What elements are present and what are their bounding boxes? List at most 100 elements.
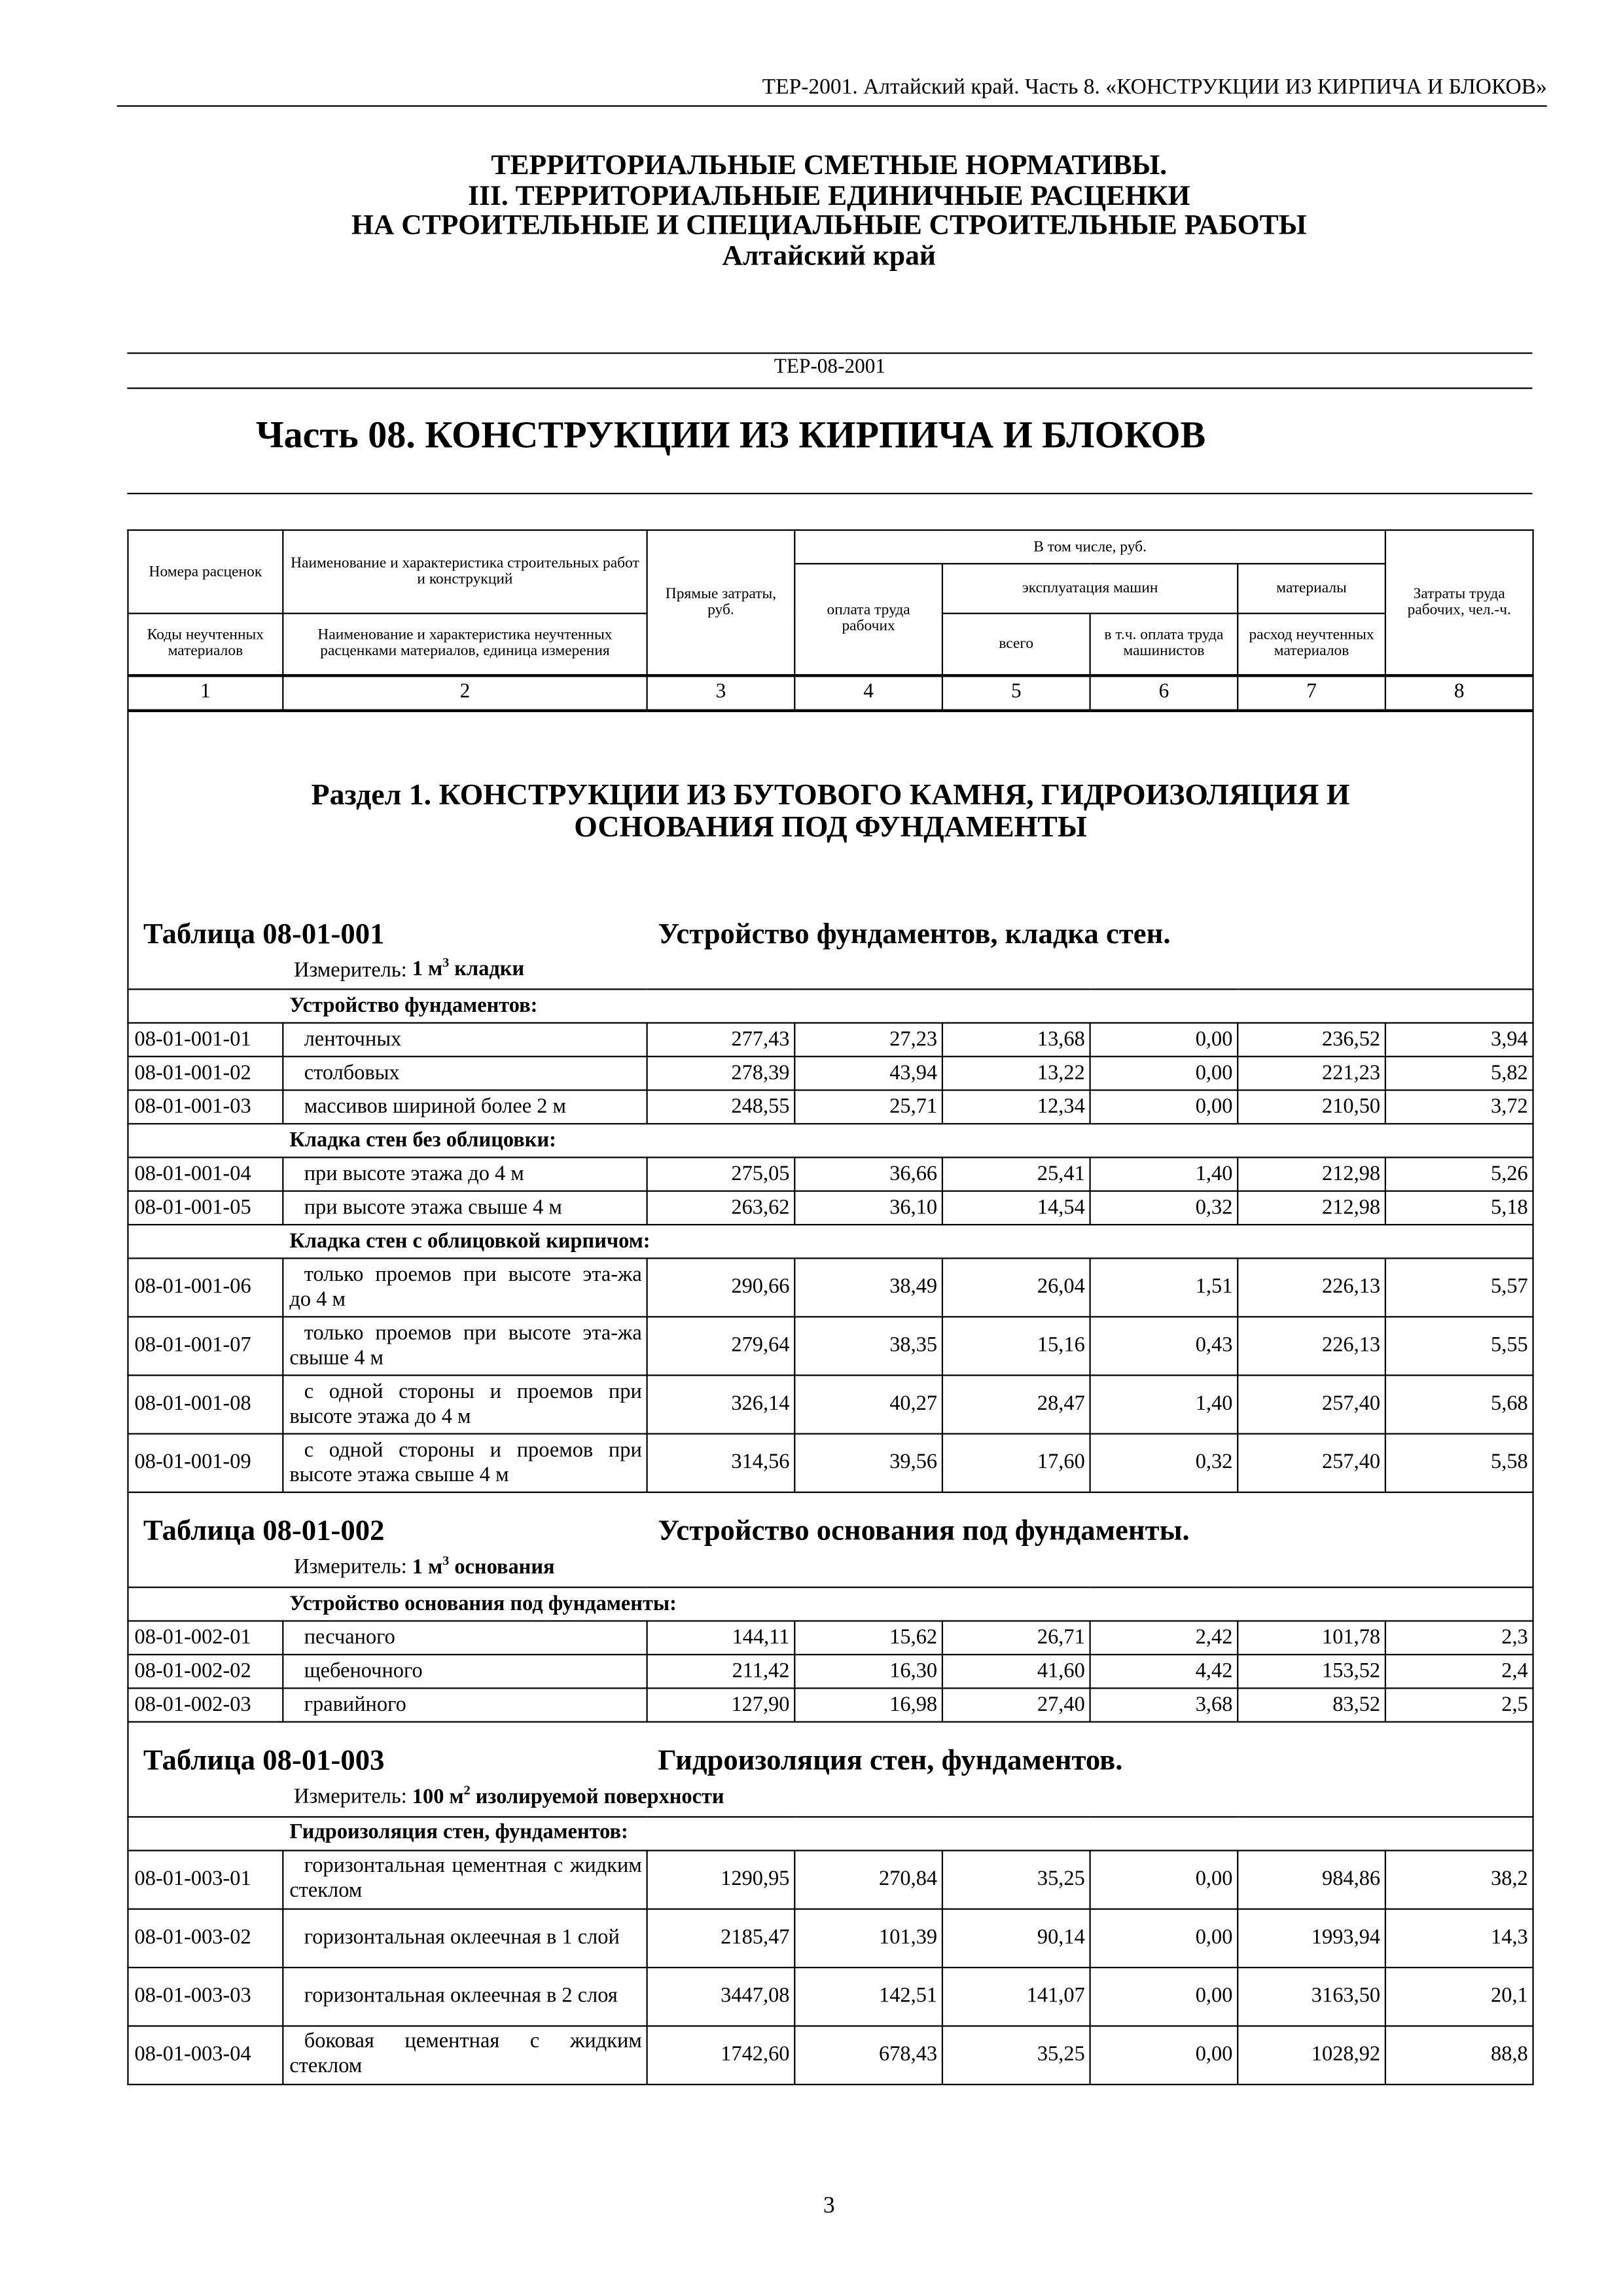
machinist-cost: 1,40 [1089, 1157, 1239, 1193]
work-description: гравийного [282, 1687, 648, 1723]
rate-code: 08-01-001-06 [127, 1258, 284, 1318]
meter-exponent: 2 [463, 1782, 471, 1798]
header-col2-bottom: Наименование и характеристика неучтенных… [282, 613, 648, 677]
labor-cost: 142,51 [794, 1966, 944, 2027]
work-description: при высоте этажа до 4 м [282, 1157, 648, 1193]
materials-cost: 226,13 [1237, 1258, 1387, 1318]
work-description: щебеночного [282, 1654, 648, 1689]
machinist-cost: 0,00 [1089, 1090, 1239, 1125]
materials-cost: 212,98 [1237, 1191, 1387, 1226]
materials-cost: 1028,92 [1237, 2025, 1387, 2085]
meter-value-text: 100 м [412, 1785, 464, 1809]
table-number: Таблица 08-01-001 [143, 917, 385, 950]
meter-unit: изолируемой поверхности [475, 1785, 724, 1809]
work-description: ленточных [282, 1022, 648, 1058]
machine-cost: 25,41 [941, 1157, 1091, 1193]
labor-hours: 14,3 [1384, 1908, 1534, 1969]
materials-cost: 226,13 [1237, 1316, 1387, 1377]
table-number: Таблица 08-01-002 [143, 1515, 385, 1548]
direct-cost: 263,62 [646, 1191, 796, 1226]
rate-code: 08-01-001-08 [127, 1374, 284, 1435]
materials-cost: 153,52 [1237, 1654, 1387, 1689]
table-heading: Таблица 08-01-002 Устройство основания по… [129, 1505, 1533, 1548]
header-divider [116, 105, 1547, 107]
direct-cost: 290,66 [646, 1258, 796, 1318]
materials-cost: 236,52 [1237, 1022, 1387, 1058]
header-col3: Прямые затраты, руб. [646, 529, 796, 677]
table-row: 08-01-001-01 ленточных 277,43 27,23 13,68 0,0… [127, 1022, 1534, 1058]
table-meter: Измеритель: 1 м3 основания [129, 1545, 1533, 1587]
group-heading: Гидроизоляция стен, фундаментов: [127, 1816, 1534, 1852]
machinist-cost: 0,00 [1089, 1966, 1239, 2027]
column-number: 5 [941, 673, 1091, 711]
header-materials: материалы [1237, 563, 1387, 615]
labor-cost: 38,35 [794, 1316, 944, 1377]
machinist-cost: 4,42 [1089, 1654, 1239, 1689]
direct-cost: 1742,60 [646, 2025, 796, 2085]
meter-exponent: 3 [442, 1553, 450, 1568]
table-title: Гидроизоляция стен, фундаментов. [658, 1744, 1123, 1777]
table-row: 08-01-001-06 только проемов при высоте эт… [127, 1258, 1534, 1318]
meter-value: 1 м3 кладки [412, 956, 524, 982]
header-col2-top: Наименование и характеристика строительн… [282, 529, 648, 615]
work-description: столбовых [282, 1056, 648, 1092]
labor-hours: 38,2 [1384, 1850, 1534, 1910]
machinist-cost: 1,40 [1089, 1374, 1239, 1435]
table-row: 08-01-001-05 при высоте этажа свыше 4 м 26… [127, 1191, 1534, 1226]
column-number: 3 [646, 673, 796, 711]
materials-cost: 257,40 [1237, 1374, 1387, 1435]
rate-code: 08-01-001-04 [127, 1157, 284, 1193]
direct-cost: 248,55 [646, 1090, 796, 1125]
header-col1-bottom: Коды неучтенных материалов [127, 613, 284, 677]
machine-cost: 90,14 [941, 1908, 1091, 1969]
title-line: ТЕРРИТОРИАЛЬНЫЕ СМЕТНЫЕ НОРМАТИВЫ. [491, 151, 1168, 182]
materials-cost: 210,50 [1237, 1090, 1387, 1125]
group-heading: Устройство основания под фундаменты: [127, 1587, 1534, 1623]
table-row: 08-01-003-02 горизонтальная оклеечная в 1… [127, 1908, 1534, 1969]
title-line: Алтайский край [722, 240, 936, 272]
labor-cost: 40,27 [794, 1374, 944, 1435]
table-row: 08-01-002-03 гравийного 127,90 16,98 27,40 3,… [127, 1687, 1534, 1723]
rate-code: 08-01-003-04 [127, 2025, 284, 2085]
materials-cost: 257,40 [1237, 1433, 1387, 1494]
rates-table: Номера расценок Наименование и характери… [127, 529, 1534, 2085]
work-description: горизонтальная оклеечная в 1 слой [282, 1908, 648, 1969]
labor-cost: 39,56 [794, 1433, 944, 1494]
table-row: 08-01-002-02 щебеночного 211,42 16,30 41,60 4… [127, 1654, 1534, 1689]
labor-hours: 2,3 [1384, 1620, 1534, 1656]
group-heading-row: Кладка стен с облицовкой кирпичом: [127, 1224, 1534, 1260]
doc-code: ТЕР-08-2001 [774, 357, 886, 379]
labor-cost: 15,62 [794, 1620, 944, 1656]
table-row: 08-01-003-03 горизонтальная оклеечная в 2… [127, 1966, 1534, 2027]
direct-cost: 127,90 [646, 1687, 796, 1723]
title-line: НА СТРОИТЕЛЬНЫЕ И СПЕЦИАЛЬНЫЕ СТРОИТЕЛЬН… [351, 210, 1307, 242]
column-number: 7 [1237, 673, 1387, 711]
machinist-cost: 3,68 [1089, 1687, 1239, 1723]
labor-hours: 2,4 [1384, 1654, 1534, 1689]
divider [127, 387, 1533, 389]
work-description: с одной стороны и проемов при высоте эта… [282, 1374, 648, 1435]
direct-cost: 2185,47 [646, 1908, 796, 1969]
work-description: с одной стороны и проемов при высоте эта… [282, 1433, 648, 1494]
table-caption: Раздел 1. КОНСТРУКЦИИ ИЗ БУТОВОГО КАМНЯ,… [127, 709, 1534, 991]
direct-cost: 279,64 [646, 1316, 796, 1377]
rate-code: 08-01-002-01 [127, 1620, 284, 1656]
labor-cost: 36,10 [794, 1191, 944, 1226]
machinist-cost: 0,00 [1089, 1022, 1239, 1058]
column-number: 2 [282, 673, 648, 711]
labor-hours: 20,1 [1384, 1966, 1534, 2027]
machine-cost: 27,40 [941, 1687, 1091, 1723]
machine-cost: 14,54 [941, 1191, 1091, 1226]
labor-hours: 5,55 [1384, 1316, 1534, 1377]
meter-value-text: 1 м [412, 958, 443, 982]
rate-code: 08-01-003-02 [127, 1908, 284, 1969]
machinist-cost: 0,32 [1089, 1191, 1239, 1226]
direct-cost: 277,43 [646, 1022, 796, 1058]
table-row: 08-01-002-01 песчаного 144,11 15,62 26,71 2,4… [127, 1620, 1534, 1656]
table-heading: Таблица 08-01-003 Гидроизоляция стен, фун… [129, 1734, 1533, 1777]
header-col6: в т.ч. оплата труда машинистов [1089, 613, 1239, 677]
materials-cost: 83,52 [1237, 1687, 1387, 1723]
labor-cost: 16,30 [794, 1654, 944, 1689]
group-heading-row: Гидроизоляция стен, фундаментов: [127, 1816, 1534, 1852]
column-numbers-row: 1 2 3 4 5 6 7 8 [127, 673, 1534, 711]
